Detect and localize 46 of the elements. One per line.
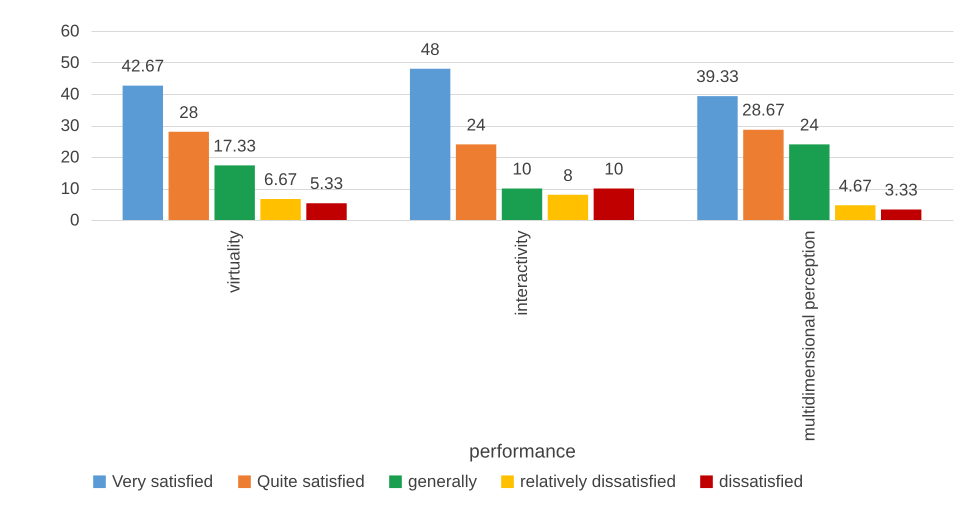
data-label: 10 (604, 160, 624, 178)
y-tick-label: 10 (60, 179, 80, 198)
bar (835, 205, 876, 220)
data-label: 24 (466, 115, 486, 134)
x-tick-label: multidimensional perception (799, 230, 818, 442)
data-label: 17.33 (213, 136, 256, 156)
data-label: 48 (420, 40, 440, 59)
data-label: 24 (800, 115, 819, 134)
y-tick-label: 40 (60, 84, 80, 104)
x-tick-label: interactivity (512, 230, 531, 316)
data-label: 4.67 (838, 176, 872, 196)
data-label: 8 (563, 166, 573, 185)
legend-label: generally (408, 472, 478, 491)
bar (306, 203, 347, 220)
data-label: 5.33 (310, 174, 344, 194)
data-label: 3.33 (884, 180, 918, 200)
data-label: 39.33 (696, 67, 739, 86)
bar (880, 210, 922, 220)
bar (410, 68, 450, 220)
legend-label: Very satisfied (112, 472, 214, 491)
y-tick-label: 20 (60, 148, 80, 166)
legend-label: Quite satisfied (257, 472, 365, 491)
data-label: 28.67 (742, 100, 785, 120)
legend-label: relatively dissatisfied (520, 472, 676, 491)
y-tick-label: 60 (60, 22, 80, 40)
bar (502, 188, 542, 220)
data-label: 42.67 (122, 56, 164, 76)
y-tick-label: 30 (60, 116, 80, 135)
data-label: 6.67 (264, 170, 298, 189)
data-label: 10 (512, 160, 532, 178)
bar (697, 96, 738, 220)
bar (260, 198, 301, 220)
y-tick-label: 50 (60, 53, 80, 72)
bar (214, 165, 255, 220)
legend-label: dissatisfied (719, 472, 804, 491)
bar (548, 194, 588, 220)
bar (456, 144, 496, 220)
y-tick-label: 0 (70, 210, 80, 230)
bar (789, 144, 830, 220)
bar (168, 132, 209, 220)
bar (122, 86, 164, 220)
x-tick-label: virtuality (224, 230, 244, 293)
bar (743, 130, 784, 220)
data-label: 28 (179, 102, 198, 122)
bar (594, 188, 634, 220)
x-axis-title: performance (469, 442, 576, 462)
